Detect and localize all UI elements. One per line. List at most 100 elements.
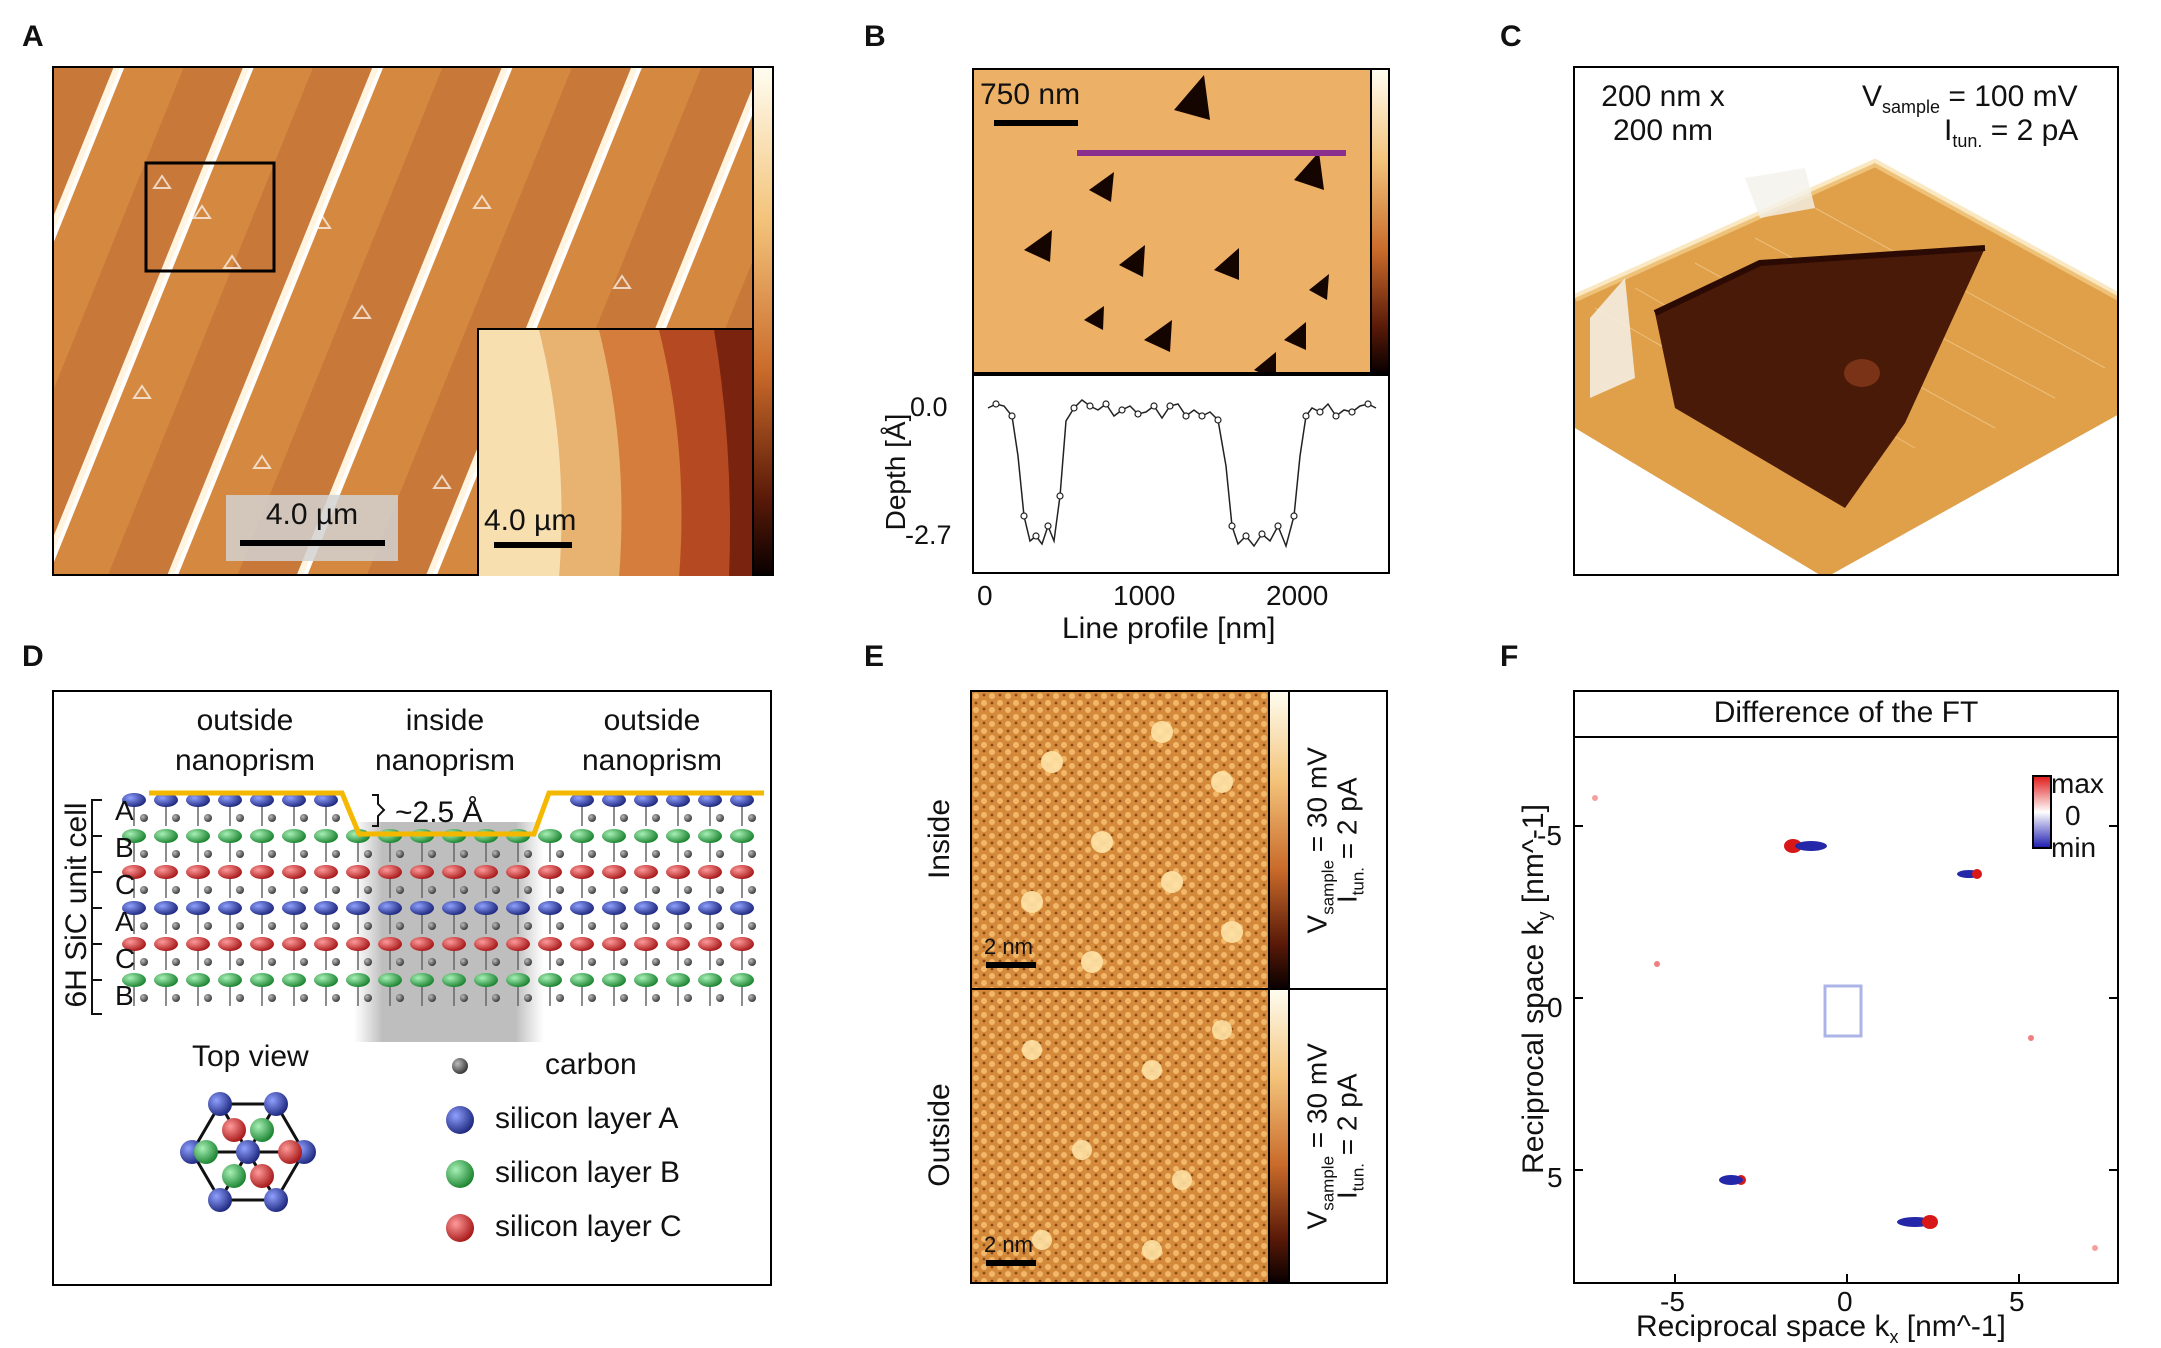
top-view-atom-A <box>264 1188 288 1212</box>
si-atom-layer-C <box>218 937 242 951</box>
scalebar-b <box>994 120 1078 126</box>
scalebar-label-e-1: 2 nm <box>984 934 1033 959</box>
carbon-atom <box>556 886 564 894</box>
si-atom-layer-A <box>602 793 626 807</box>
si-atom-layer-B <box>602 973 626 987</box>
si-atom-layer-B <box>730 973 754 987</box>
si-atom-layer-C <box>378 937 402 951</box>
carbon-atom <box>396 886 404 894</box>
crystal-diagram-d <box>52 690 772 1286</box>
col-label-2a: inside <box>405 704 485 737</box>
stm-image-b <box>972 68 1372 374</box>
carbon-atom <box>236 850 244 858</box>
carbon-atom <box>300 922 308 930</box>
carbon-atom <box>364 922 372 930</box>
carbon-atom <box>588 814 596 822</box>
ft-cbar-max: max <box>2051 768 2104 799</box>
carbon-atom <box>460 958 468 966</box>
si-atom-layer-A <box>698 901 722 915</box>
carbon-atom <box>140 958 148 966</box>
legend-markers <box>446 1058 474 1242</box>
carbon-atom <box>300 814 308 822</box>
si-atom-layer-A <box>154 793 178 807</box>
stm-3d-image-c <box>1573 66 2119 576</box>
carbon-atom <box>268 922 276 930</box>
scalebar-label-b: 750 nm <box>980 78 1081 111</box>
carbon-atom <box>620 850 628 858</box>
carbon-atom <box>428 922 436 930</box>
itun-label-e-1: Itun. = 2 pA <box>1331 777 1368 904</box>
si-atom-layer-B <box>442 973 466 987</box>
xtick-b-1: 1000 <box>1113 580 1176 611</box>
colorbar-e-2 <box>1268 988 1290 1284</box>
carbon-atom <box>748 958 756 966</box>
carbon-atom <box>396 994 404 1002</box>
si-atom-layer-C <box>570 937 594 951</box>
top-view-atom-A <box>236 1140 260 1164</box>
carbon-atom <box>684 958 692 966</box>
si-atom-layer-C <box>634 937 658 951</box>
si-atom-layer-B <box>730 829 754 843</box>
carbon-atom <box>332 850 340 858</box>
carbon-atom <box>364 850 372 858</box>
carbon-atom <box>428 850 436 858</box>
carbon-atom <box>684 994 692 1002</box>
layer-label-4: C <box>115 943 136 974</box>
si-atom-layer-C <box>506 865 530 879</box>
carbon-atom <box>428 958 436 966</box>
si-atom-layer-A <box>282 793 306 807</box>
unit-cell-label: 6H SiC unit cell <box>60 802 93 1008</box>
carbon-atom <box>652 958 660 966</box>
panel-label-e: E <box>864 640 885 673</box>
top-view-atom-B <box>250 1118 274 1142</box>
carbon-atom <box>492 958 500 966</box>
si-atom-layer-A <box>634 793 658 807</box>
si-atom-layer-B <box>474 973 498 987</box>
si-atom-layer-A <box>570 901 594 915</box>
panel-label-f: F <box>1500 640 1519 673</box>
si-atom-layer-A <box>154 901 178 915</box>
si-atom-layer-C <box>570 865 594 879</box>
carbon-atom <box>268 958 276 966</box>
carbon-atom <box>652 886 660 894</box>
carbon-atom <box>204 958 212 966</box>
si-atom-layer-A <box>314 901 338 915</box>
carbon-atom <box>268 886 276 894</box>
carbon-atom <box>684 886 692 894</box>
si-atom-layer-C <box>122 865 146 879</box>
scalebar-e-1 <box>986 962 1036 968</box>
si-atom-layer-B <box>186 829 210 843</box>
carbon-atom <box>204 886 212 894</box>
si-atom-layer-A <box>314 793 338 807</box>
ft-cbar-min: min <box>2051 832 2097 863</box>
carbon-atom <box>620 922 628 930</box>
si-atom-layer-A <box>410 901 434 915</box>
si-atom-layer-C <box>442 937 466 951</box>
si-atom-layer-B <box>282 973 306 987</box>
si-atom-layer-C <box>410 865 434 879</box>
si-atom-layer-C <box>730 865 754 879</box>
scalebar-box-a <box>226 495 398 561</box>
carbon-atom <box>364 886 372 894</box>
carbon-atom <box>652 994 660 1002</box>
carbon-atom <box>396 958 404 966</box>
scalebar-label-e-2: 2 nm <box>984 1232 1033 1257</box>
si-atom-layer-C <box>250 865 274 879</box>
col-label-2b: nanoprism <box>374 744 516 777</box>
ytick-b-1: -2.7 <box>905 520 952 550</box>
carbon-atom <box>748 922 756 930</box>
carbon-atom <box>300 958 308 966</box>
si-atom-layer-B <box>154 829 178 843</box>
col-label-1b: nanoprism <box>174 744 316 777</box>
si-atom-layer-A <box>218 793 242 807</box>
carbon-atom <box>588 886 596 894</box>
layer-label-0: A <box>115 795 134 826</box>
si-atom-layer-C <box>250 937 274 951</box>
si-atom-layer-A <box>282 901 306 915</box>
si-atom-layer-C <box>602 865 626 879</box>
carbon-atom <box>140 994 148 1002</box>
si-atom-layer-A <box>378 901 402 915</box>
colorbar-b <box>1370 68 1390 374</box>
si-atom-layer-B <box>122 973 146 987</box>
row-label-outside: Outside <box>923 1083 956 1187</box>
